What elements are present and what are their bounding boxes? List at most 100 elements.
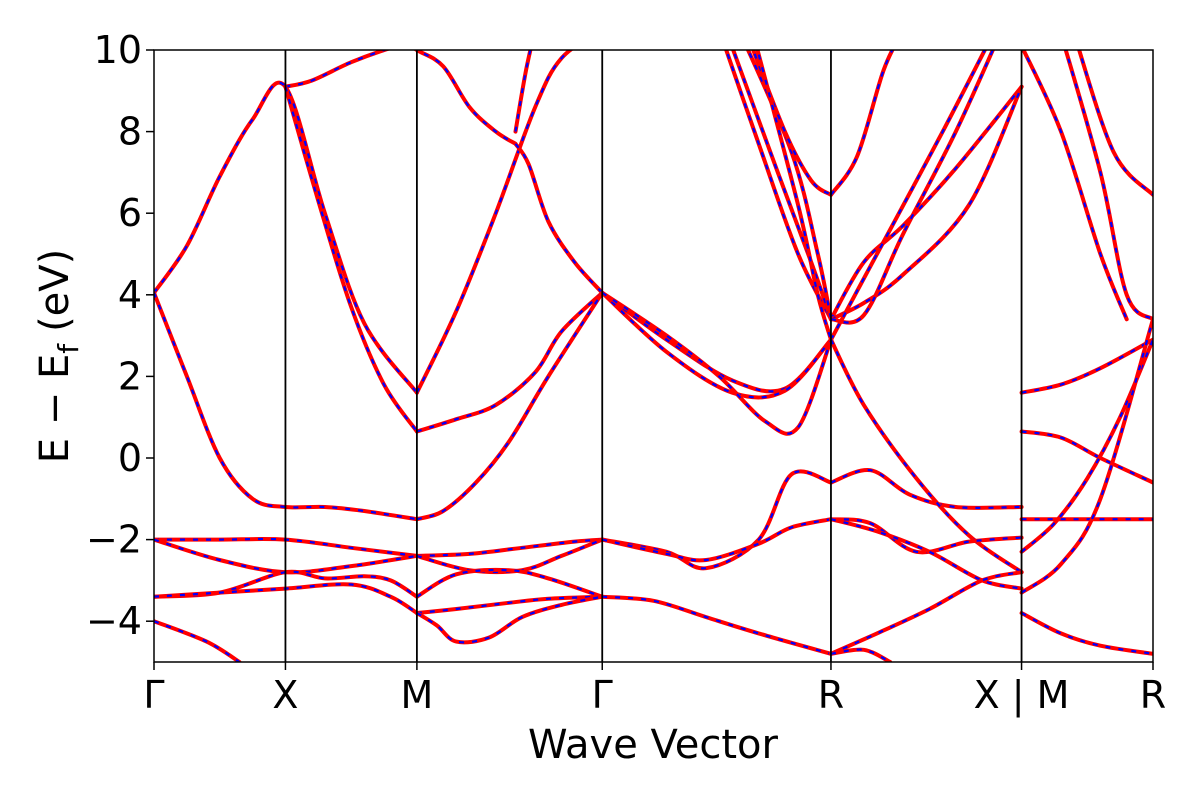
band-10 bbox=[414, 290, 605, 434]
band-overlay-line bbox=[416, 568, 603, 598]
band-line bbox=[283, 50, 391, 89]
band-overlay-line bbox=[1022, 50, 1128, 320]
band-14 bbox=[414, 567, 605, 599]
band-30 bbox=[755, 50, 833, 342]
band-19 bbox=[513, 50, 533, 134]
band-overlay-line bbox=[830, 86, 1023, 321]
band-46 bbox=[1019, 317, 1153, 595]
y-tick-label: −2 bbox=[86, 518, 142, 562]
band-overlay-line bbox=[1021, 612, 1153, 655]
band-48 bbox=[1021, 50, 1129, 322]
band-line bbox=[414, 290, 605, 522]
band-overlay-line bbox=[1021, 338, 1153, 394]
band-line bbox=[283, 84, 419, 434]
band-line bbox=[1019, 317, 1153, 595]
y-tick-label: 8 bbox=[118, 110, 142, 154]
band-34 bbox=[829, 50, 996, 325]
band-overlay-line bbox=[416, 291, 603, 433]
plot-frame bbox=[153, 49, 1154, 663]
band-50 bbox=[1077, 50, 1153, 197]
band-overlay-line bbox=[830, 50, 987, 341]
band-overlay-line bbox=[830, 648, 891, 662]
band-overlay-line bbox=[601, 291, 833, 435]
band-overlay-line bbox=[732, 50, 833, 320]
bands-layer bbox=[154, 50, 1153, 662]
band-overlay-line bbox=[830, 518, 1022, 554]
y-tick-label: 10 bbox=[94, 28, 142, 72]
band-line bbox=[154, 619, 242, 662]
band-line bbox=[414, 567, 605, 599]
band-0 bbox=[154, 80, 419, 395]
y-axis-title-subscript: f bbox=[52, 343, 85, 354]
band-line bbox=[154, 290, 419, 522]
band-49 bbox=[1063, 50, 1153, 322]
band-overlay-line bbox=[601, 518, 832, 562]
x-tick-label: Γ bbox=[143, 673, 164, 717]
band-11 bbox=[414, 290, 605, 522]
band-line bbox=[414, 290, 605, 434]
band-overlay-line bbox=[830, 50, 894, 196]
band-line bbox=[413, 50, 518, 146]
band-line bbox=[1019, 611, 1153, 656]
band-overlay-line bbox=[1020, 318, 1153, 594]
band-1 bbox=[154, 290, 419, 522]
x-tick-label: R bbox=[1140, 673, 1166, 717]
band-line bbox=[600, 469, 833, 571]
y-tick-label: 2 bbox=[118, 354, 142, 398]
band-overlay-line bbox=[601, 470, 832, 570]
y-axis-title-unit: (eV) bbox=[32, 249, 78, 332]
y-axis-title: E − Ef (eV) bbox=[32, 249, 85, 464]
band-27 bbox=[731, 50, 833, 322]
band-12 bbox=[414, 537, 605, 558]
band-overlay-line bbox=[514, 143, 604, 294]
band-2 bbox=[283, 50, 391, 89]
band-23 bbox=[600, 469, 833, 571]
band-overlay-line bbox=[154, 538, 418, 574]
band-line bbox=[1077, 50, 1153, 197]
band-9 bbox=[414, 50, 574, 395]
band-overlay-line bbox=[752, 50, 832, 196]
band-overlay-line bbox=[1021, 430, 1153, 484]
band-line bbox=[829, 647, 893, 662]
y-tick-label: −4 bbox=[86, 599, 142, 643]
band-39 bbox=[829, 517, 1024, 591]
band-overlay-line bbox=[154, 81, 418, 394]
x-tick-label: R bbox=[818, 673, 844, 717]
band-overlay-line bbox=[416, 292, 604, 521]
band-22 bbox=[600, 290, 833, 436]
band-overlay-line bbox=[154, 620, 240, 662]
band-overlay-line bbox=[416, 595, 603, 615]
kpoint-divider-layer bbox=[284, 50, 1023, 662]
band-18 bbox=[513, 141, 605, 295]
band-overlay-line bbox=[415, 50, 573, 394]
band-overlay-line bbox=[154, 583, 418, 614]
band-line bbox=[829, 517, 1024, 555]
band-overlay-line bbox=[285, 50, 388, 88]
band-overlay-line bbox=[602, 595, 832, 655]
band-8 bbox=[154, 619, 242, 662]
x-axis-title: Wave Vector bbox=[528, 722, 779, 768]
y-tick-label: 6 bbox=[118, 191, 142, 235]
band-overlay-line bbox=[830, 339, 1023, 574]
band-42 bbox=[1019, 337, 1153, 395]
band-21 bbox=[600, 290, 833, 400]
band-overlay-line bbox=[416, 538, 603, 557]
y-axis-title-main: E − E bbox=[32, 354, 78, 464]
y-axis: −4 −2 0 2 4 6 8 10 bbox=[86, 28, 154, 643]
band-line bbox=[1021, 50, 1129, 322]
band-16 bbox=[414, 594, 605, 645]
band-overlay-line bbox=[416, 595, 603, 644]
x-tick-label: Γ bbox=[592, 673, 613, 717]
band-31 bbox=[829, 84, 1024, 322]
band-38 bbox=[829, 517, 1024, 555]
band-overlay-line bbox=[830, 50, 995, 324]
band-line bbox=[829, 50, 895, 197]
band-line bbox=[829, 50, 996, 325]
band-28 bbox=[745, 50, 833, 322]
x-tick-label: X bbox=[272, 673, 298, 717]
band-17 bbox=[413, 50, 518, 146]
band-32 bbox=[829, 84, 1024, 322]
band-36 bbox=[829, 468, 1024, 510]
